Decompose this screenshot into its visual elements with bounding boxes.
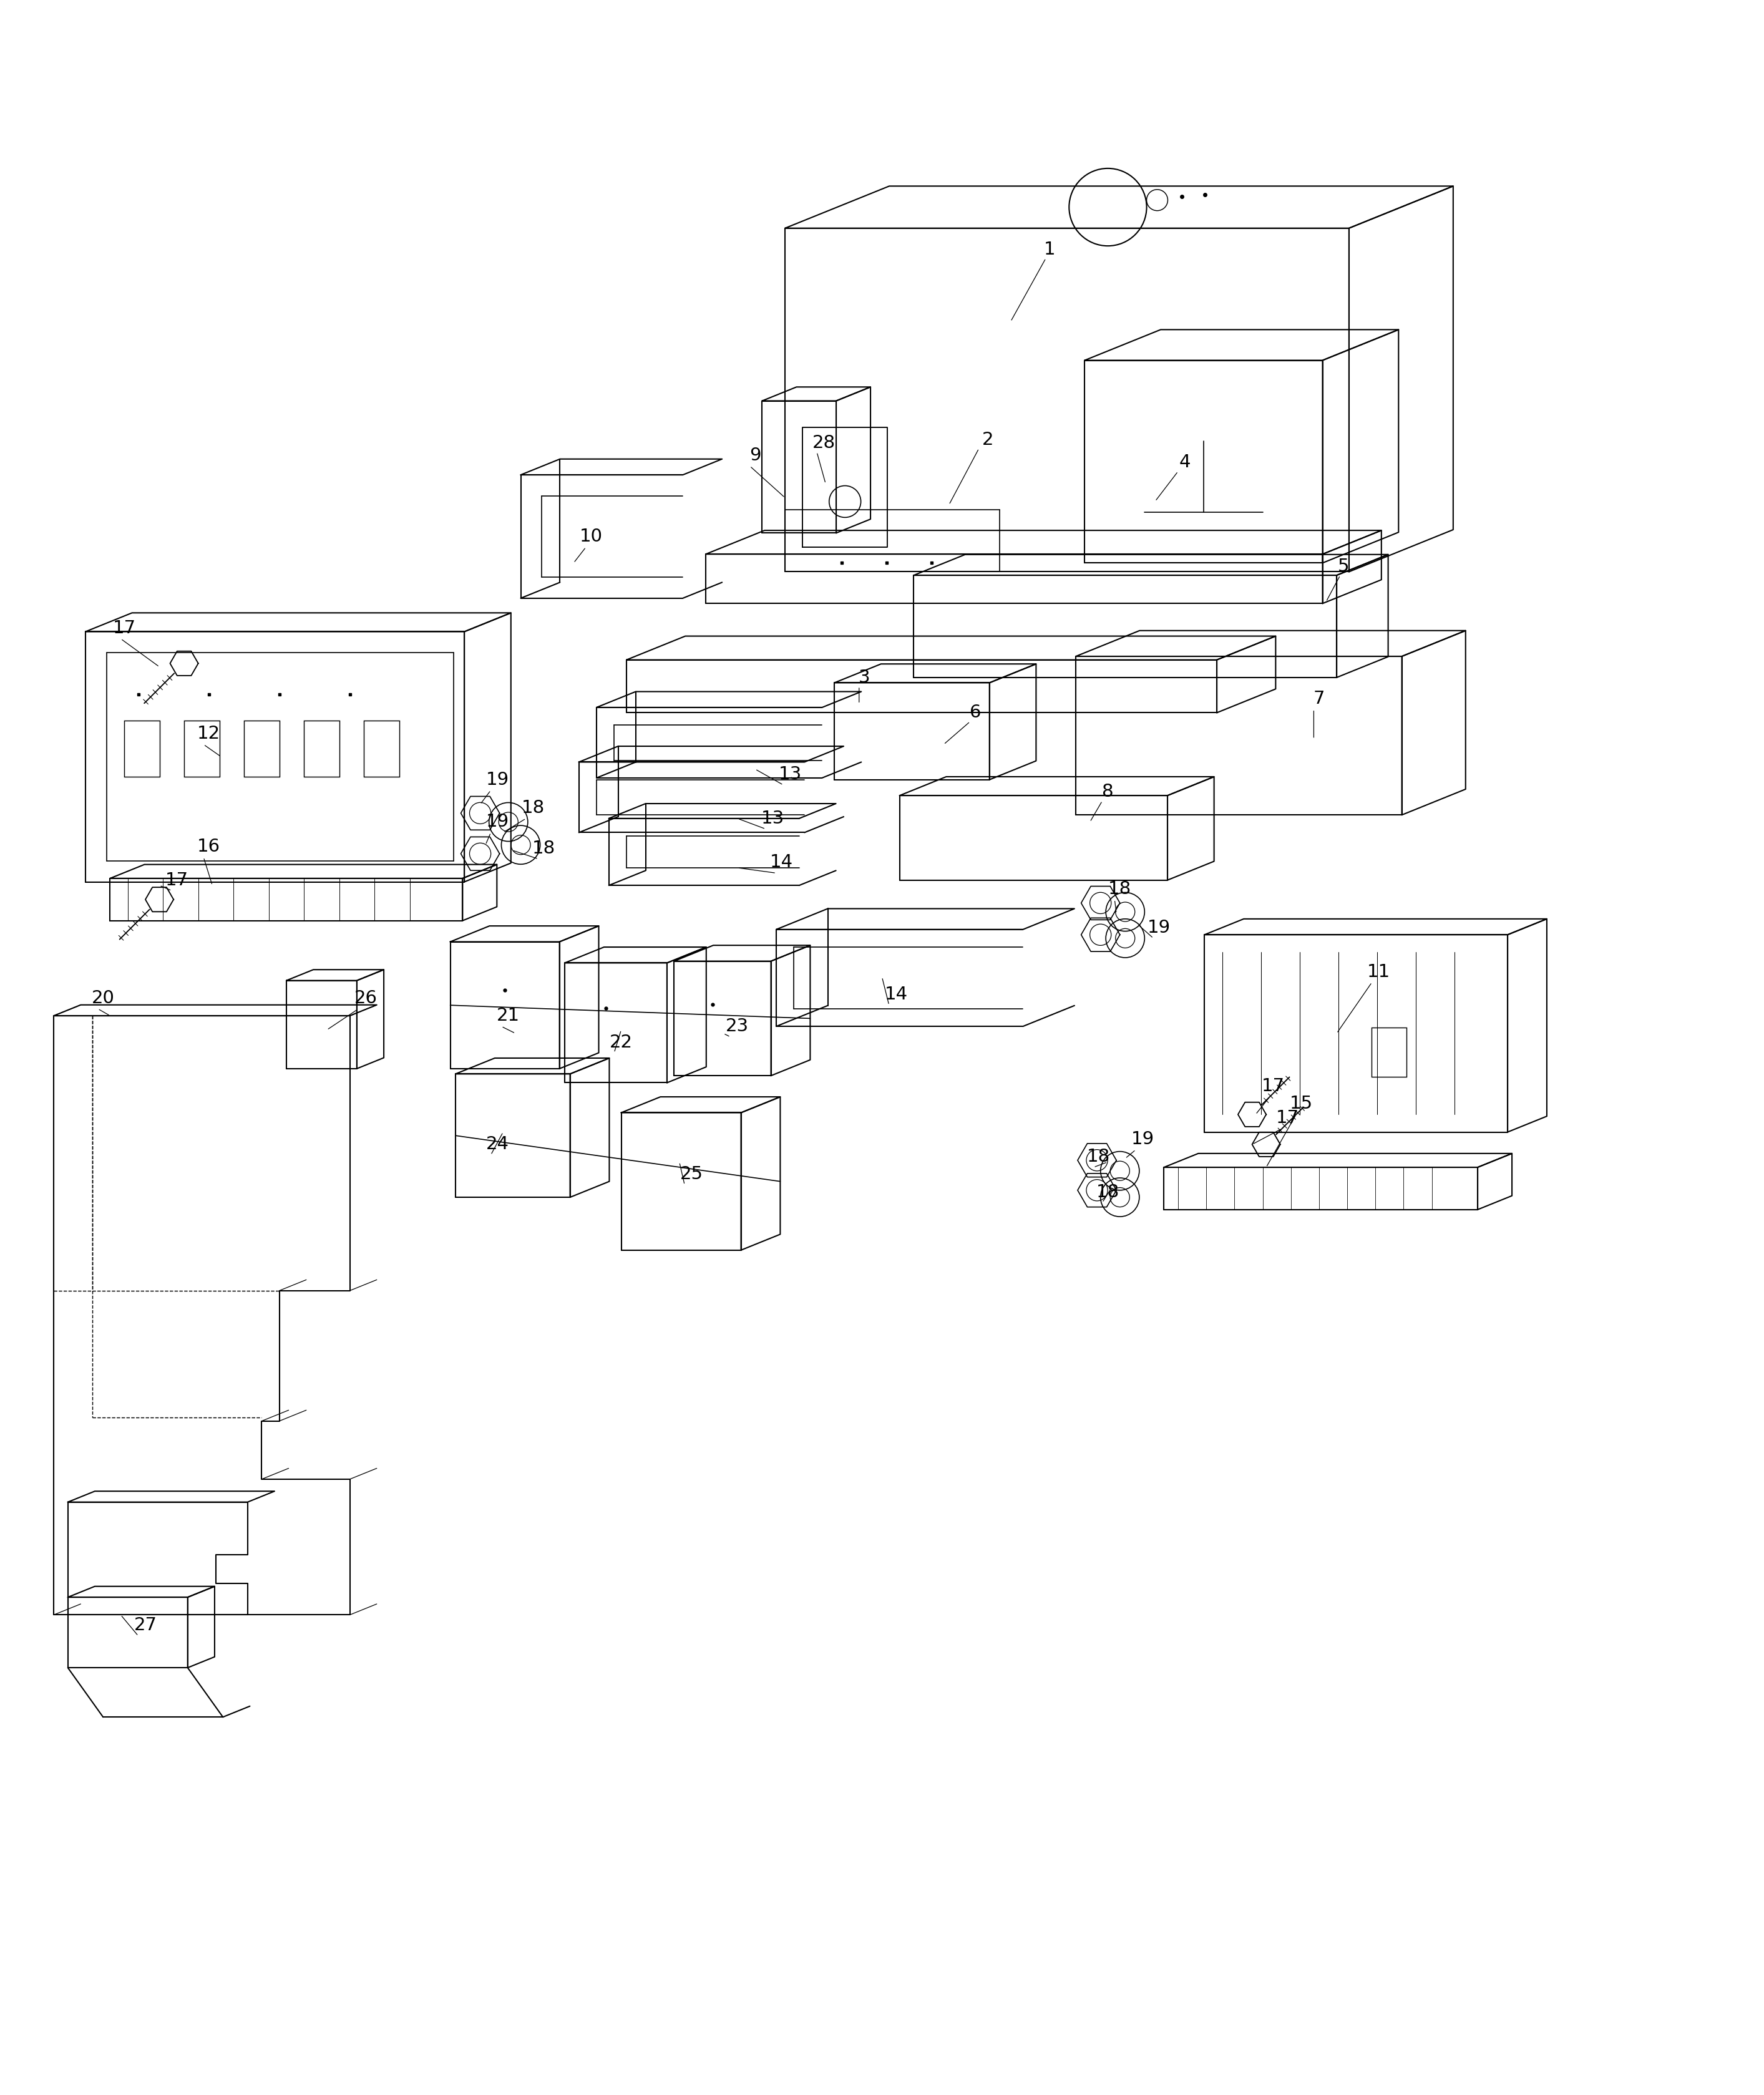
- Text: 18: 18: [1095, 1184, 1118, 1200]
- Text: 6: 6: [970, 704, 981, 721]
- Text: 7: 7: [1312, 689, 1325, 708]
- Text: 1: 1: [1044, 241, 1055, 258]
- Text: 19: 19: [487, 771, 510, 788]
- Text: 18: 18: [522, 798, 545, 817]
- Bar: [1371, 1027, 1406, 1077]
- Text: 15: 15: [1289, 1096, 1312, 1112]
- Text: 19: 19: [1147, 920, 1170, 936]
- Text: 18: 18: [1087, 1148, 1110, 1165]
- Text: 17: 17: [1275, 1108, 1298, 1127]
- Bar: [183, 721, 219, 777]
- Text: 14: 14: [769, 855, 794, 872]
- Text: 17: 17: [1261, 1077, 1284, 1096]
- Text: 19: 19: [1131, 1131, 1154, 1148]
- Text: 11: 11: [1367, 964, 1390, 980]
- Text: 28: 28: [811, 434, 836, 453]
- Text: 3: 3: [859, 668, 870, 687]
- Bar: [363, 721, 399, 777]
- Text: 24: 24: [487, 1135, 510, 1152]
- Text: 8: 8: [1102, 784, 1113, 800]
- Text: 2: 2: [983, 432, 993, 448]
- Text: 23: 23: [727, 1018, 750, 1035]
- Text: 18: 18: [533, 840, 556, 857]
- Text: 16: 16: [198, 838, 220, 855]
- Text: 5: 5: [1337, 557, 1349, 576]
- Text: 18: 18: [1108, 880, 1131, 897]
- Text: 10: 10: [580, 528, 603, 545]
- Text: 17: 17: [113, 620, 136, 637]
- Text: 13: 13: [778, 765, 803, 784]
- Text: 20: 20: [92, 989, 115, 1008]
- Bar: [123, 721, 159, 777]
- Bar: [303, 721, 339, 777]
- Text: 27: 27: [134, 1617, 157, 1634]
- Text: 26: 26: [355, 989, 377, 1008]
- Text: 17: 17: [166, 872, 189, 888]
- Text: 12: 12: [198, 725, 220, 742]
- Text: 13: 13: [760, 809, 785, 828]
- Text: 9: 9: [750, 446, 760, 465]
- Text: 21: 21: [497, 1008, 520, 1024]
- Bar: [243, 721, 279, 777]
- Text: 19: 19: [487, 813, 510, 832]
- Text: 14: 14: [884, 987, 908, 1004]
- Text: 4: 4: [1180, 455, 1191, 471]
- Text: 22: 22: [610, 1033, 633, 1052]
- Text: 25: 25: [681, 1165, 704, 1184]
